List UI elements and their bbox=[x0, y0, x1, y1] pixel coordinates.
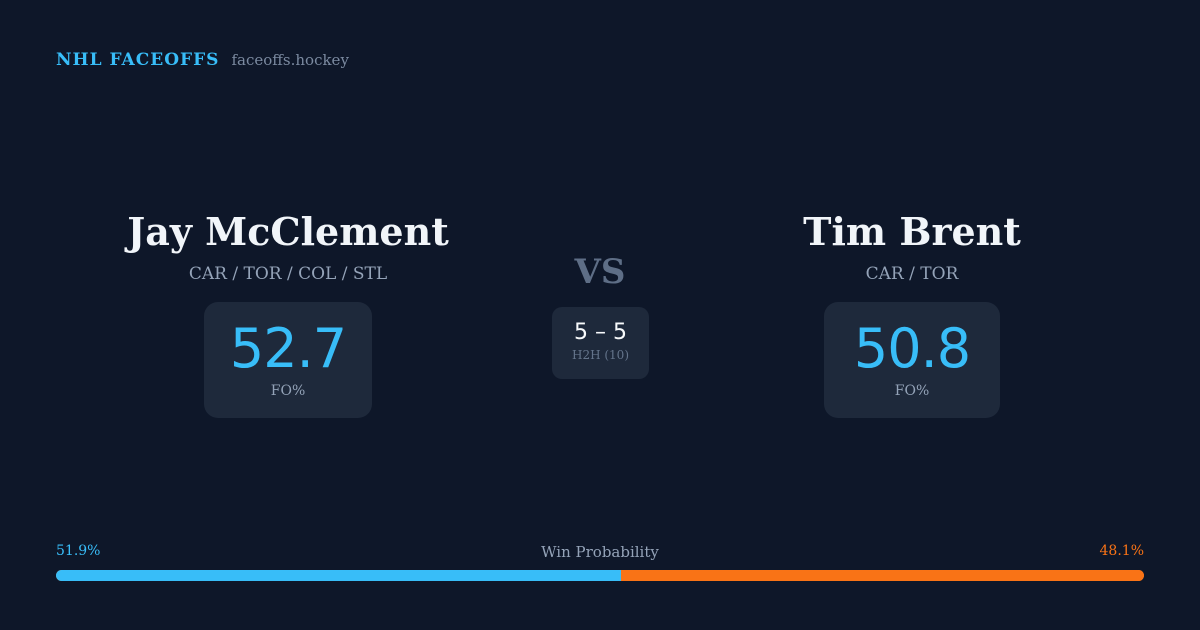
brand-header: NHL FACEOFFS faceoffs.hockey bbox=[56, 50, 349, 70]
win-prob-bar-left bbox=[56, 570, 621, 581]
player-right-name: Tim Brent bbox=[803, 209, 1021, 254]
player-right: Tim Brent CAR / TOR 50.8 FO% bbox=[712, 206, 1112, 418]
h2h-score: 5 – 5 bbox=[574, 320, 627, 345]
player-left-fo-value: 52.7 bbox=[229, 317, 347, 380]
player-right-teams: CAR / TOR bbox=[865, 264, 959, 284]
win-prob-title: Win Probability bbox=[541, 543, 659, 561]
player-left-fo-card: 52.7 FO% bbox=[204, 302, 372, 418]
player-left-teams: CAR / TOR / COL / STL bbox=[188, 264, 388, 284]
h2h-card: 5 – 5 H2H (10) bbox=[552, 307, 649, 379]
brand-url: faceoffs.hockey bbox=[231, 51, 349, 69]
player-right-fo-value: 50.8 bbox=[853, 317, 971, 380]
h2h-label: H2H (10) bbox=[571, 348, 629, 362]
player-left-fo-label: FO% bbox=[270, 383, 306, 399]
player-left-name: Jay McClement bbox=[127, 209, 449, 254]
win-prob-left: 51.9% bbox=[56, 543, 101, 559]
player-right-fo-label: FO% bbox=[894, 383, 930, 399]
win-prob-right: 48.1% bbox=[1099, 543, 1144, 559]
vs-label: VS bbox=[574, 252, 626, 292]
player-left: Jay McClement CAR / TOR / COL / STL 52.7… bbox=[88, 206, 488, 418]
win-prob-bar-right bbox=[620, 570, 1144, 581]
player-right-fo-card: 50.8 FO% bbox=[824, 302, 1000, 418]
win-prob-bar bbox=[56, 570, 1144, 581]
brand-name: NHL FACEOFFS bbox=[56, 50, 220, 70]
